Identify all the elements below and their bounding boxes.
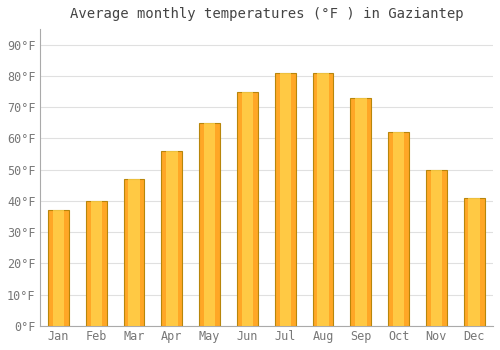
Bar	[388, 132, 409, 326]
Bar	[350, 98, 371, 326]
Bar	[426, 170, 447, 326]
Bar	[200, 123, 220, 326]
Bar	[166, 151, 177, 326]
Bar	[53, 210, 64, 326]
Bar	[90, 201, 102, 326]
Bar	[312, 73, 334, 326]
Bar	[128, 179, 140, 326]
Bar	[393, 132, 404, 326]
Bar	[464, 198, 484, 326]
Bar	[280, 73, 291, 326]
Bar	[242, 92, 253, 326]
Bar	[124, 179, 144, 326]
Title: Average monthly temperatures (°F ) in Gaziantep: Average monthly temperatures (°F ) in Ga…	[70, 7, 463, 21]
Bar	[355, 98, 366, 326]
Bar	[48, 210, 69, 326]
Bar	[86, 201, 106, 326]
Bar	[237, 92, 258, 326]
Bar	[430, 170, 442, 326]
Bar	[275, 73, 295, 326]
Bar	[204, 123, 216, 326]
Bar	[468, 198, 480, 326]
Bar	[162, 151, 182, 326]
Bar	[318, 73, 328, 326]
